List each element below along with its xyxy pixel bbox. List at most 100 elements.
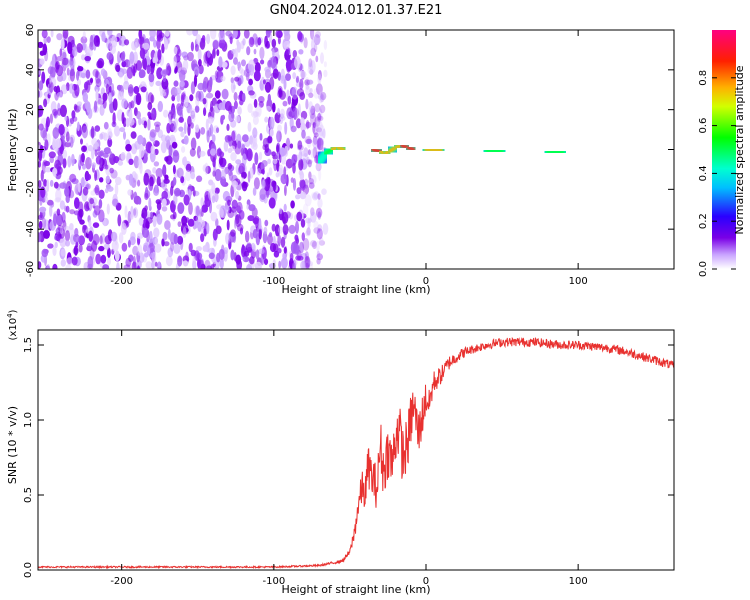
noise-blob bbox=[125, 257, 132, 267]
noise-blob bbox=[167, 228, 171, 240]
noise-blob bbox=[300, 260, 306, 269]
colorbar-tick-label: 0.2 bbox=[698, 213, 709, 229]
noise-blob bbox=[316, 250, 320, 258]
noise-blob bbox=[283, 40, 290, 49]
noise-blob bbox=[173, 55, 177, 68]
noise-blob bbox=[46, 36, 51, 43]
noise-blob bbox=[279, 147, 286, 157]
noise-blob bbox=[138, 217, 144, 226]
noise-blob bbox=[188, 202, 193, 215]
noise-blob bbox=[152, 167, 157, 174]
x-tick-label: -100 bbox=[262, 276, 285, 287]
noise-blob bbox=[278, 260, 282, 269]
noise-blob bbox=[283, 246, 287, 254]
noise-blob bbox=[272, 68, 279, 80]
noise-blob bbox=[67, 155, 72, 168]
noise-blob bbox=[127, 210, 132, 224]
noise-blob bbox=[280, 108, 285, 118]
noise-blob bbox=[111, 198, 119, 207]
noise-blob bbox=[239, 99, 244, 106]
noise-blob bbox=[182, 59, 189, 71]
noise-blob bbox=[187, 123, 191, 136]
noise-blob bbox=[308, 101, 313, 112]
noise-blob bbox=[183, 122, 187, 135]
noise-blob bbox=[299, 171, 305, 181]
noise-blob bbox=[315, 55, 319, 63]
noise-blob bbox=[178, 126, 184, 132]
noise-blob bbox=[53, 213, 58, 227]
noise-blob bbox=[178, 116, 184, 123]
noise-blob bbox=[51, 54, 56, 68]
noise-blob bbox=[258, 218, 262, 230]
noise-blob bbox=[99, 235, 103, 245]
noise-blob bbox=[163, 109, 169, 118]
noise-blob bbox=[130, 65, 135, 74]
noise-blob bbox=[130, 231, 136, 241]
noise-blob bbox=[89, 34, 94, 48]
noise-blob bbox=[94, 184, 100, 196]
noise-blob bbox=[319, 104, 326, 114]
noise-blob bbox=[202, 98, 207, 105]
noise-blob bbox=[237, 62, 241, 68]
noise-blob bbox=[272, 181, 277, 192]
noise-blob bbox=[314, 103, 321, 113]
noise-blob bbox=[143, 57, 147, 71]
noise-blob bbox=[266, 105, 271, 111]
noise-blob bbox=[305, 121, 312, 129]
y-tick-label: -40 bbox=[25, 221, 36, 237]
noise-blob bbox=[310, 105, 316, 116]
noise-blob bbox=[267, 158, 271, 164]
y-tick-label: 0.5 bbox=[23, 487, 34, 503]
y-tick-label: 40 bbox=[25, 63, 36, 76]
noise-blob bbox=[58, 227, 66, 239]
noise-blob bbox=[251, 110, 258, 118]
noise-blob bbox=[208, 252, 215, 260]
noise-blob bbox=[254, 62, 261, 74]
noise-blob bbox=[46, 179, 50, 193]
noise-blob bbox=[70, 228, 75, 237]
noise-blob bbox=[185, 163, 192, 172]
noise-blob bbox=[317, 198, 323, 209]
noise-blob bbox=[316, 253, 324, 261]
noise-blob bbox=[321, 188, 327, 195]
noise-blob bbox=[59, 200, 65, 210]
noise-blob bbox=[243, 250, 250, 257]
noise-blob bbox=[194, 205, 201, 217]
noise-blob bbox=[65, 131, 70, 142]
noise-blob bbox=[104, 235, 112, 245]
noise-blob bbox=[295, 77, 299, 84]
noise-blob bbox=[287, 95, 292, 105]
noise-blob bbox=[282, 252, 287, 260]
noise-blob bbox=[170, 241, 174, 252]
noise-blob bbox=[241, 59, 246, 67]
figure-title: GN04.2024.012.01.37.E21 bbox=[270, 3, 443, 18]
noise-blob bbox=[285, 158, 293, 169]
noise-blob bbox=[94, 205, 101, 216]
noise-blob bbox=[206, 92, 214, 99]
noise-blob bbox=[302, 153, 309, 163]
noise-blob bbox=[264, 35, 268, 47]
noise-blob bbox=[76, 43, 83, 53]
noise-blob bbox=[309, 60, 316, 73]
noise-blob bbox=[106, 203, 110, 215]
noise-blob bbox=[212, 39, 220, 50]
snr-series-line bbox=[38, 336, 674, 570]
noise-blob bbox=[295, 220, 299, 234]
noise-blob bbox=[79, 219, 85, 225]
spectrogram-x-label: Height of straight line (km) bbox=[281, 283, 430, 296]
noise-blob bbox=[257, 37, 262, 46]
noise-blob bbox=[304, 257, 310, 269]
noise-blob bbox=[246, 46, 251, 56]
noise-blob bbox=[118, 39, 122, 46]
noise-blob bbox=[231, 199, 238, 209]
noise-blob bbox=[307, 218, 311, 229]
noise-blob bbox=[309, 108, 316, 120]
noise-blob bbox=[139, 47, 146, 60]
noise-blob bbox=[123, 39, 130, 46]
y-tick-label: -60 bbox=[25, 261, 36, 277]
noise-blob bbox=[296, 211, 303, 222]
noise-blob bbox=[135, 60, 143, 71]
spectrogram-noise bbox=[38, 30, 329, 269]
noise-blob bbox=[262, 137, 270, 148]
noise-blob bbox=[312, 121, 316, 134]
